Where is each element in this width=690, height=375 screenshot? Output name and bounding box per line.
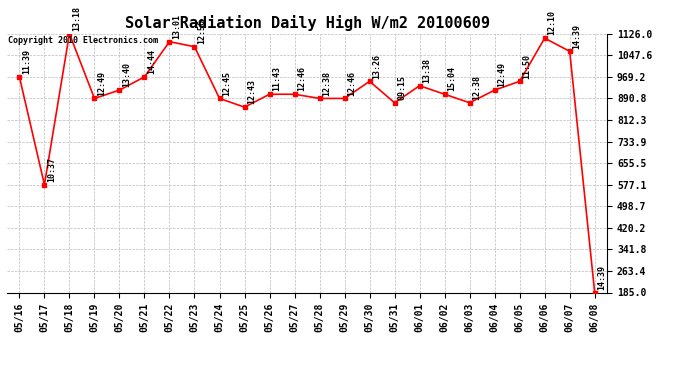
Text: 12:46: 12:46 bbox=[297, 66, 306, 92]
Text: 12:45: 12:45 bbox=[222, 70, 231, 96]
Text: 10:37: 10:37 bbox=[47, 157, 56, 182]
Text: 12:38: 12:38 bbox=[473, 75, 482, 100]
Text: 14:39: 14:39 bbox=[573, 24, 582, 49]
Text: 12:10: 12:10 bbox=[547, 10, 556, 35]
Text: 13:38: 13:38 bbox=[422, 58, 431, 83]
Text: Copyright 2010 Electronics.com: Copyright 2010 Electronics.com bbox=[8, 36, 158, 45]
Text: 13:26: 13:26 bbox=[373, 54, 382, 78]
Text: 13:40: 13:40 bbox=[122, 62, 131, 87]
Text: 12:38: 12:38 bbox=[322, 70, 331, 96]
Text: 09:15: 09:15 bbox=[397, 75, 406, 100]
Text: 14:39: 14:39 bbox=[598, 265, 607, 290]
Text: 12:49: 12:49 bbox=[497, 62, 506, 87]
Text: 13:18: 13:18 bbox=[72, 6, 81, 31]
Text: 13:01: 13:01 bbox=[172, 14, 181, 39]
Text: 12:56: 12:56 bbox=[197, 19, 206, 44]
Text: 12:46: 12:46 bbox=[347, 70, 356, 96]
Text: 15:04: 15:04 bbox=[447, 66, 456, 92]
Text: 12:49: 12:49 bbox=[97, 70, 106, 96]
Text: 12:43: 12:43 bbox=[247, 80, 256, 104]
Title: Solar Radiation Daily High W/m2 20100609: Solar Radiation Daily High W/m2 20100609 bbox=[125, 15, 489, 31]
Text: 11:43: 11:43 bbox=[273, 66, 282, 92]
Text: 11:50: 11:50 bbox=[522, 54, 531, 78]
Text: 11:39: 11:39 bbox=[22, 49, 31, 74]
Text: 14:44: 14:44 bbox=[147, 49, 156, 74]
